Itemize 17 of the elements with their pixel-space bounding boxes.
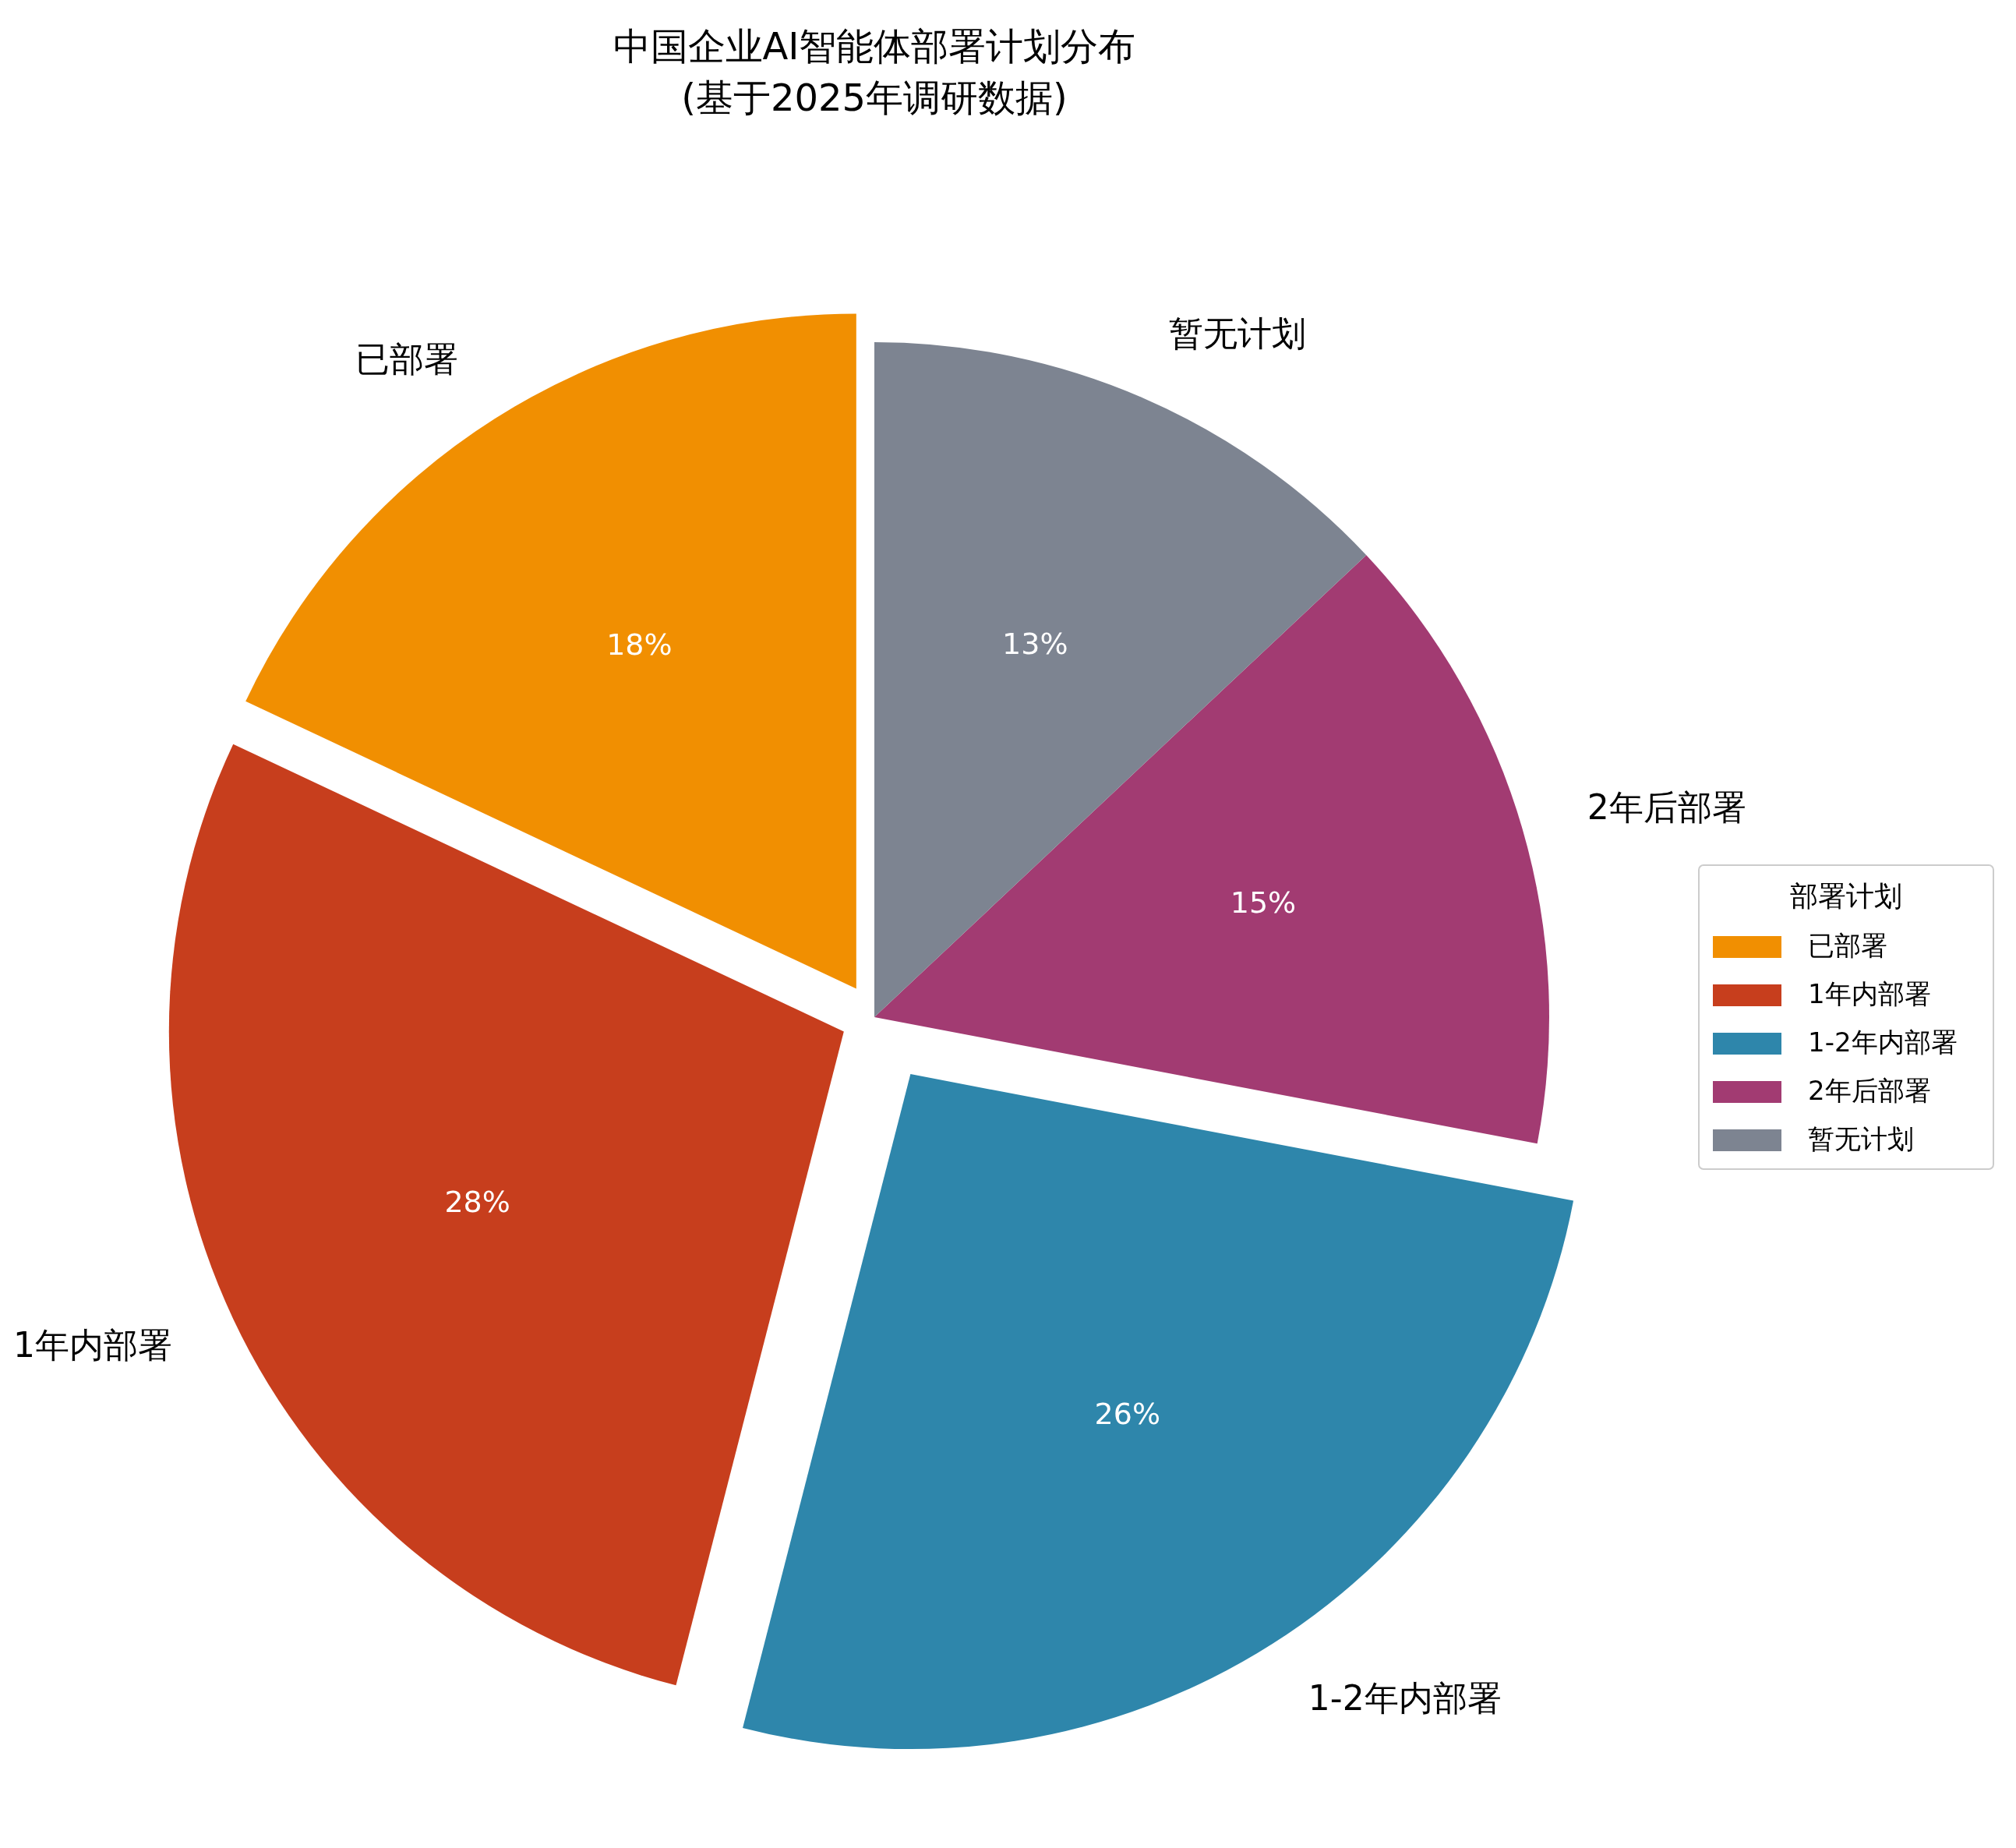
- legend-label: 暂无计划: [1808, 1122, 1914, 1154]
- slice-label: 已部署: [355, 339, 459, 380]
- slice-label: 1-2年内部署: [1308, 1678, 1502, 1719]
- data-label: 18%: [606, 627, 673, 663]
- data-label: 26%: [1094, 1397, 1161, 1432]
- legend-label: 1-2年内部署: [1808, 1026, 1958, 1058]
- legend-label: 已部署: [1808, 929, 1887, 961]
- legend-title: 部署计划: [1790, 880, 1902, 912]
- legend-label: 1年内部署: [1808, 977, 1931, 1009]
- chart-title: 中国企业AI智能体部署计划分布 (基于2025年调研数据): [613, 24, 1136, 119]
- data-label: 28%: [444, 1185, 510, 1220]
- slice-label: 1年内部署: [12, 1325, 172, 1366]
- slice-label: 2年后部署: [1587, 787, 1746, 828]
- data-label: 13%: [1002, 626, 1068, 661]
- data-label: 15%: [1230, 885, 1297, 920]
- slice-label: 暂无计划: [1169, 313, 1307, 353]
- legend-label: 2年后部署: [1808, 1074, 1931, 1106]
